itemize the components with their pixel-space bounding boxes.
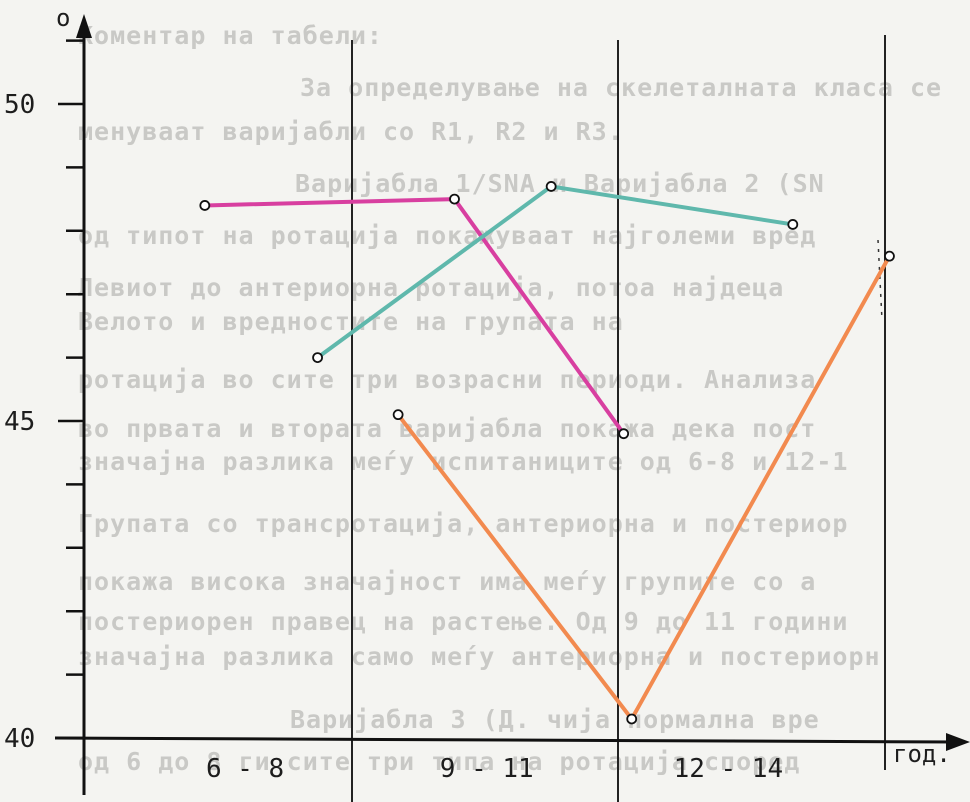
data-point (626, 713, 638, 725)
bleed-through-line: постериорен правец на растење. Од 9 до 1… (78, 607, 848, 636)
data-point (199, 200, 211, 211)
bleed-through-line: Варијабла 1/SNA и Варијабла 2 (SN (295, 169, 825, 198)
x-category-label: 6 - 8 (206, 754, 284, 784)
data-point (312, 352, 323, 364)
bleed-through-line: Групата со трансротација, антериорна и п… (78, 509, 848, 538)
bleed-through-line: Левиот до антериорна ротација, потоа нај… (78, 273, 784, 302)
data-point (884, 250, 895, 262)
bleed-through-line: значајна разлика само меѓу антериорна и … (78, 642, 881, 671)
bleed-through-text-group: Коментар на табели: За определување на ск… (78, 21, 942, 776)
data-point (449, 193, 460, 205)
y-axis-arrow (76, 14, 92, 38)
y-tick-label: 45 (4, 407, 35, 437)
x-category-label: 12 - 14 (674, 754, 784, 784)
bleed-through-line: Коментар на табели: (78, 21, 383, 50)
data-point (545, 181, 557, 192)
bleed-through-line: ротација во сите три возрасни периоди. А… (78, 365, 816, 394)
bleed-through-line: Варијабла 3 (Д. чија нормална вре (290, 705, 820, 734)
bleed-through-line: во првата и втората варијабла покажа дек… (78, 414, 816, 443)
x-axis-line (54, 736, 959, 744)
y-axis-unit-label: o (56, 4, 70, 32)
y-tick-label: 50 (4, 90, 35, 120)
bleed-through-line: од 6 до 8 ги сите три типа на ротација с… (78, 747, 800, 776)
bleed-through-line: За определување на скелеталната класа се (300, 73, 942, 102)
x-axis-label: год. (893, 740, 951, 768)
y-tick-label: 40 (4, 724, 35, 754)
x-axis-arrow (946, 733, 970, 751)
bleed-through-line: од типот на ротација покажуваат најголем… (78, 221, 816, 250)
bleed-through-line: покажа висока значајност има меѓу групит… (78, 567, 816, 596)
data-point (618, 428, 630, 440)
bleed-through-line: значајна разлика меѓу испитаниците од 6-… (78, 447, 848, 476)
x-category-label: 9 - 11 (440, 754, 534, 784)
data-point (392, 409, 404, 421)
data-point (787, 219, 799, 230)
bleed-through-line: менуваат варијабли со R1, R2 и R3. (78, 117, 624, 146)
dotted-mark (877, 239, 883, 321)
